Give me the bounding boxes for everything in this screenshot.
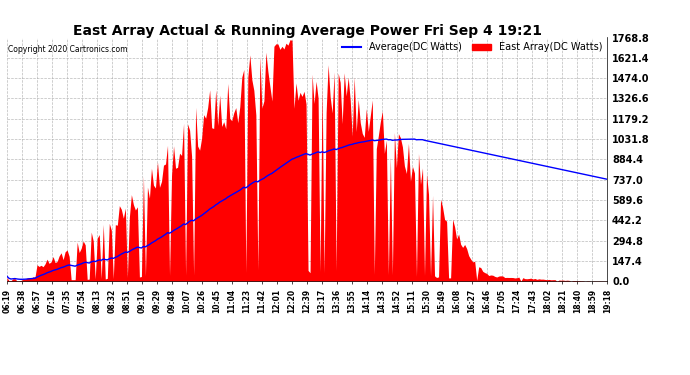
Text: Copyright 2020 Cartronics.com: Copyright 2020 Cartronics.com [8,45,127,54]
Legend: Average(DC Watts), East Array(DC Watts): Average(DC Watts), East Array(DC Watts) [342,42,602,52]
Title: East Array Actual & Running Average Power Fri Sep 4 19:21: East Array Actual & Running Average Powe… [72,24,542,38]
